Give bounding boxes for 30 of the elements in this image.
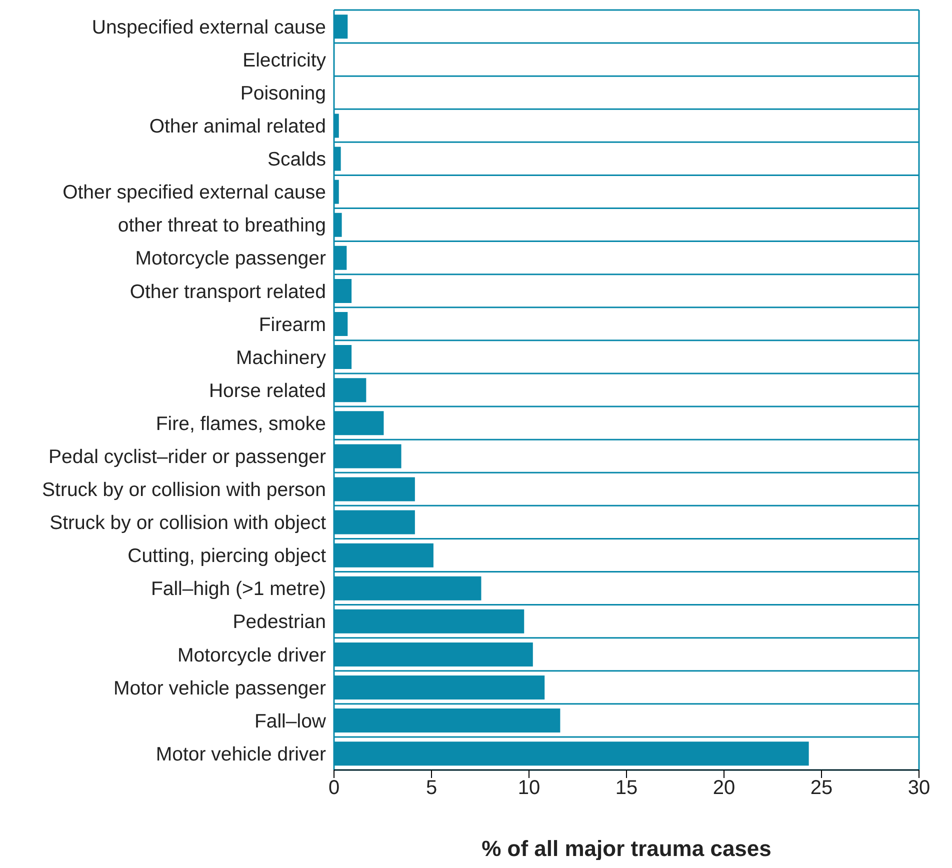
y-tick-label: Other animal related <box>149 116 326 138</box>
y-tick-label: Fall–high (>1 metre) <box>150 578 326 600</box>
y-tick-label: Poisoning <box>240 82 326 105</box>
x-tick-label: 20 <box>712 777 736 800</box>
y-tick-label: Other transport related <box>130 280 326 303</box>
x-tick-label: 25 <box>810 777 833 800</box>
y-tick-label: Pedal cyclist–rider or passenger <box>48 446 327 468</box>
y-tick-label: Struck by or collision with person <box>42 479 326 502</box>
y-tick-label: Machinery <box>236 346 326 369</box>
x-tick-label: 10 <box>518 777 540 800</box>
y-tick-label: other threat to breathing <box>118 214 326 237</box>
y-tick-label: Fire, flames, smoke <box>156 412 326 435</box>
x-tick-label: 0 <box>328 777 340 800</box>
y-tick-label: Pedestrian <box>232 611 326 634</box>
y-tick-label: Struck by or collision with object <box>50 512 327 534</box>
y-tick-label: Scalds <box>267 148 326 171</box>
x-tick-label: 15 <box>615 777 638 800</box>
y-tick-label: Motorcycle passenger <box>135 248 326 270</box>
y-tick-label: Unspecified external cause <box>92 16 326 38</box>
x-tick-label: 30 <box>908 777 930 800</box>
y-tick-label: Motor vehicle passenger <box>114 677 326 700</box>
y-tick-label: Cutting, piercing object <box>128 545 327 568</box>
y-tick-label: Electricity <box>242 49 326 72</box>
x-tick-label: 5 <box>426 777 438 800</box>
y-tick-label: Motor vehicle driver <box>156 743 327 766</box>
y-tick-label: Other specified external cause <box>62 182 326 204</box>
y-tick-label: Fall–low <box>254 710 327 732</box>
y-tick-label: Motorcycle driver <box>178 644 327 666</box>
y-tick-label: Horse related <box>208 380 326 402</box>
y-tick-label: Firearm <box>258 314 326 336</box>
